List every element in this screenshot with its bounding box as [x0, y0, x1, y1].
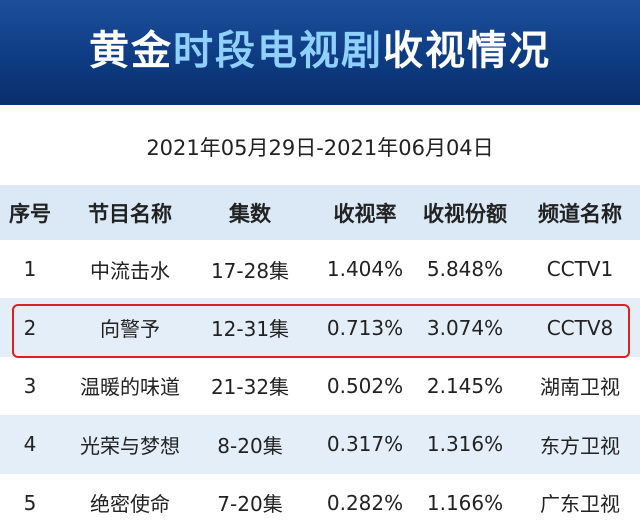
table-cell: CCTV8 — [546, 315, 614, 340]
table-cell: 3 — [23, 373, 37, 398]
table-cell: 温暖的味道 — [80, 375, 180, 400]
table-cell: 向警予 — [100, 317, 160, 342]
table-cell: 5.848% — [426, 257, 504, 282]
table-cell: 中流击水 — [90, 258, 170, 283]
column-header: 集数 — [229, 201, 271, 226]
table-cell: 0.502% — [326, 373, 404, 398]
table-row — [0, 415, 640, 474]
title-part: 黄金 — [89, 28, 173, 74]
table-cell: 2.145% — [426, 373, 504, 398]
title-part: 时段电视剧 — [173, 28, 383, 74]
table-cell: 0.713% — [326, 315, 404, 340]
table-cell: 湖南卫视 — [540, 375, 620, 400]
table-cell: 0.282% — [326, 490, 404, 515]
table-cell: 3.074% — [426, 315, 504, 340]
table-cell: 1.404% — [326, 257, 404, 282]
title: 黄金时段电视剧收视情况 — [0, 18, 640, 76]
table-cell: 1.166% — [426, 490, 504, 515]
table-cell: 12-31集 — [210, 317, 290, 342]
table-cell: 4 — [23, 432, 37, 457]
table-cell: 2 — [23, 315, 37, 340]
table-row — [0, 240, 640, 299]
table-cell: 1 — [23, 257, 37, 282]
table-row — [0, 356, 640, 416]
table-cell: 广东卫视 — [540, 492, 620, 517]
column-header: 收视率 — [333, 201, 397, 226]
table-cell: 8-20集 — [217, 433, 283, 458]
table-cell: 东方卫视 — [540, 433, 620, 458]
table-cell: CCTV1 — [546, 257, 614, 282]
title-part: 收视情况 — [383, 28, 551, 74]
table-row — [0, 298, 640, 357]
banner: 黄金时段电视剧收视情况 — [0, 0, 640, 105]
table-cell: 光荣与梦想 — [80, 433, 180, 458]
column-header: 收视份额 — [423, 201, 507, 226]
table-cell: 0.317% — [326, 432, 404, 457]
table-cell: 5 — [23, 490, 37, 515]
table-cell: 7-20集 — [217, 492, 283, 517]
table-cell: 绝密使命 — [90, 492, 170, 517]
date-range: 2021年05月29日-2021年06月04日 — [146, 136, 494, 160]
table-row — [0, 473, 640, 532]
column-header: 节目名称 — [88, 201, 172, 226]
column-header: 频道名称 — [538, 201, 622, 226]
header-row — [0, 185, 640, 240]
table-cell: 17-28集 — [210, 258, 290, 283]
highlight-box — [12, 304, 630, 358]
column-header: 序号 — [9, 201, 51, 226]
table-cell: 1.316% — [426, 432, 504, 457]
table-cell: 21-32集 — [210, 375, 290, 400]
